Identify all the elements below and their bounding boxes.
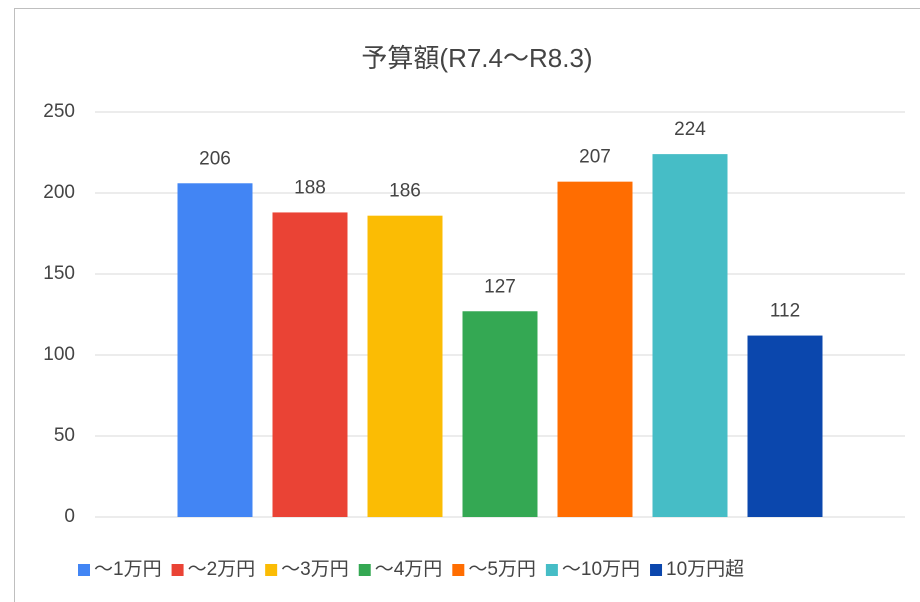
legend-label: ～2万円 [188,559,256,580]
legend-swatch [650,564,663,576]
legend-label: ～10万円 [562,559,640,580]
y-tick-label: 250 [43,101,75,122]
data-label: 127 [484,276,516,297]
data-label: 186 [389,181,421,202]
data-label: 224 [674,119,706,140]
legend-label: 10万円超 [666,558,744,580]
legend-swatch [545,564,558,576]
y-tick-label: 150 [43,263,75,284]
data-label: 207 [579,147,611,168]
legend-label: ～4万円 [375,559,443,580]
y-tick-label: 0 [64,506,75,527]
legend-swatch [358,564,371,576]
legend-swatch [171,564,184,576]
bar [557,181,633,517]
data-label: 188 [294,177,326,198]
bar [747,335,823,517]
y-tick-label: 50 [54,425,75,446]
y-tick-label: 100 [43,344,75,365]
bar [177,183,253,517]
bar [367,215,443,517]
legend-label: ～5万円 [468,559,536,580]
bar [272,212,348,517]
bar [462,311,538,517]
chart-title: 予算額(R7.4～R8.3) [361,43,592,73]
legend-swatch [265,564,278,576]
legend-swatch [452,564,465,576]
bar [652,154,728,517]
legend-swatch [78,564,90,576]
data-label: 206 [199,148,231,169]
y-tick-label: 200 [43,182,75,203]
legend-label: ～3万円 [281,559,349,580]
legend-label: ～1万円 [94,559,162,580]
data-label: 112 [770,301,800,322]
